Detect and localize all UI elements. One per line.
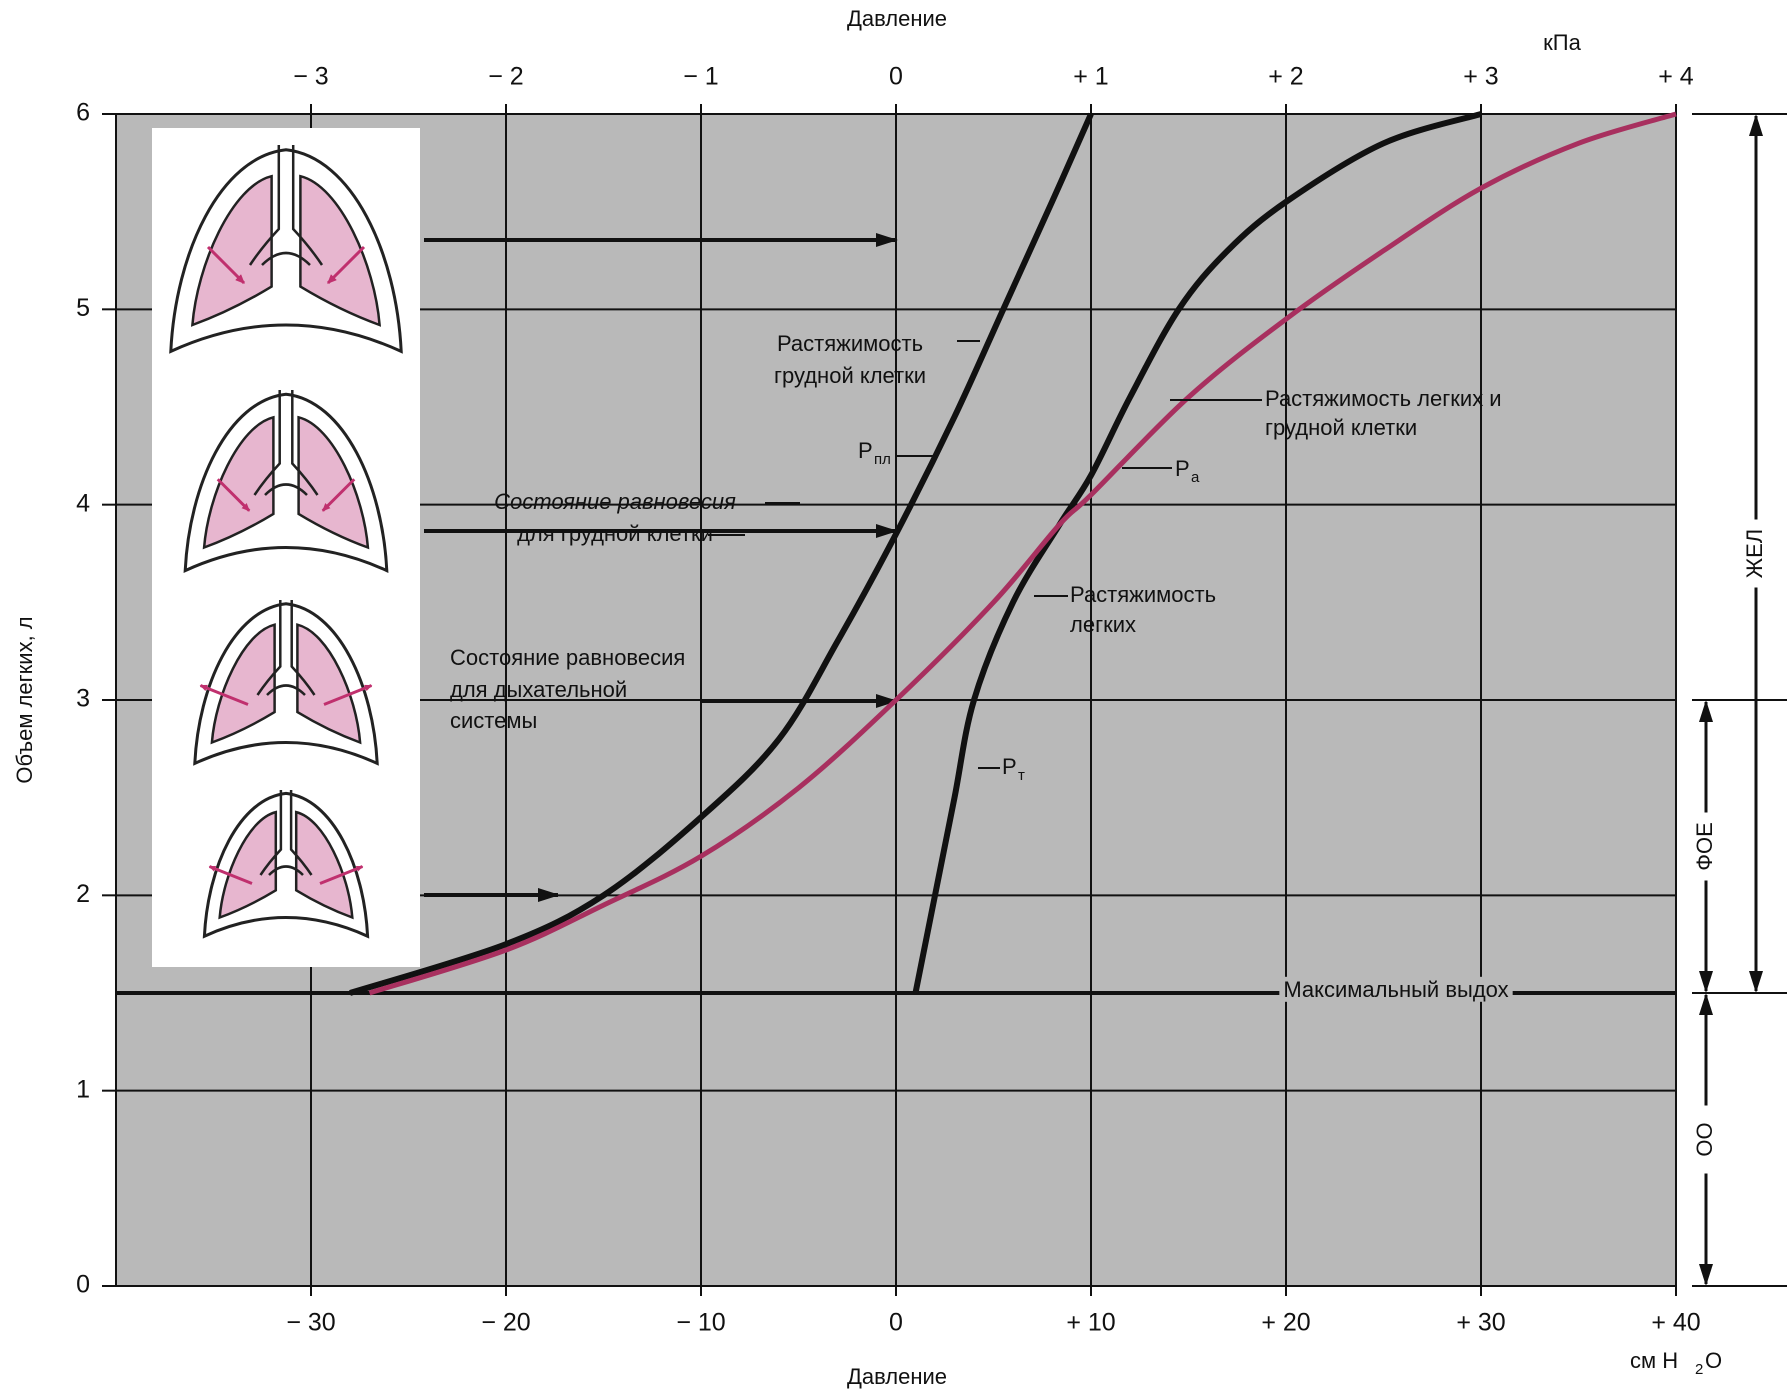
series-symbol-sub: пл [874,451,891,468]
bracket-label: ОО [1692,1122,1717,1156]
x-unit: см H [1630,1348,1678,1373]
x-unit-tail: O [1705,1348,1722,1373]
series-label: Растяжимость [777,331,923,356]
x-tick-label: − 20 [481,1309,530,1337]
series-symbol-sub: т [1018,767,1025,784]
series-label: грудной клетки [1265,415,1417,440]
x-axis-label: Давление [847,1364,947,1389]
x2-tick-label: + 2 [1268,63,1303,91]
y-axis-label: Объем легких, л [12,616,37,783]
series-label: легких [1070,612,1136,637]
x-unit-sub: 2 [1695,1361,1703,1378]
equilibrium-label: для грудной клетки [517,521,713,546]
series-label: грудной клетки [774,363,926,388]
x2-tick-label: + 4 [1658,63,1694,91]
y-tick-label: 5 [76,294,90,322]
series-symbol: P [1175,456,1190,481]
x-tick-label: + 20 [1261,1309,1310,1337]
series-label: Растяжимость [1070,582,1216,607]
x2-axis-label: Давление [847,6,947,31]
y-tick-label: 4 [76,489,90,517]
x-tick-label: − 10 [676,1309,725,1337]
y-tick-label: 0 [76,1271,90,1299]
series-symbol-sub: а [1191,469,1200,486]
series-symbol: P [858,438,873,463]
y-tick-label: 1 [76,1075,90,1103]
x-tick-label: + 40 [1651,1309,1700,1337]
bracket-label: ФОЕ [1692,822,1717,871]
equilibrium-label: для дыхательной [450,677,627,702]
equilibrium-label: Состояние равновесия [450,645,685,670]
equilibrium-label: системы [450,708,537,733]
bracket-label: ЖЕЛ [1742,529,1767,578]
x-tick-label: + 10 [1066,1309,1115,1337]
x-tick-label: 0 [889,1309,903,1337]
x2-unit: кПа [1543,30,1581,55]
y-tick-label: 3 [76,685,90,713]
y-tick-label: 2 [76,880,90,908]
x2-tick-label: + 3 [1463,63,1498,91]
x2-tick-label: + 1 [1073,63,1108,91]
x2-tick-label: − 3 [293,63,328,91]
x2-tick-label: − 1 [683,63,718,91]
reference-label: Максимальный выдох [1283,977,1508,1002]
x2-tick-label: 0 [889,63,903,91]
x2-tick-label: − 2 [488,63,523,91]
series-symbol: P [1002,754,1017,779]
series-label: Растяжимость легких и [1265,386,1502,411]
chart: Давление кПа Давление Объем легких, л − … [0,0,1787,1397]
x-tick-label: + 30 [1456,1309,1505,1337]
equilibrium-label: Состояние равновесия [494,489,736,514]
y-tick-label: 6 [76,99,90,127]
x-tick-label: − 30 [286,1309,335,1337]
